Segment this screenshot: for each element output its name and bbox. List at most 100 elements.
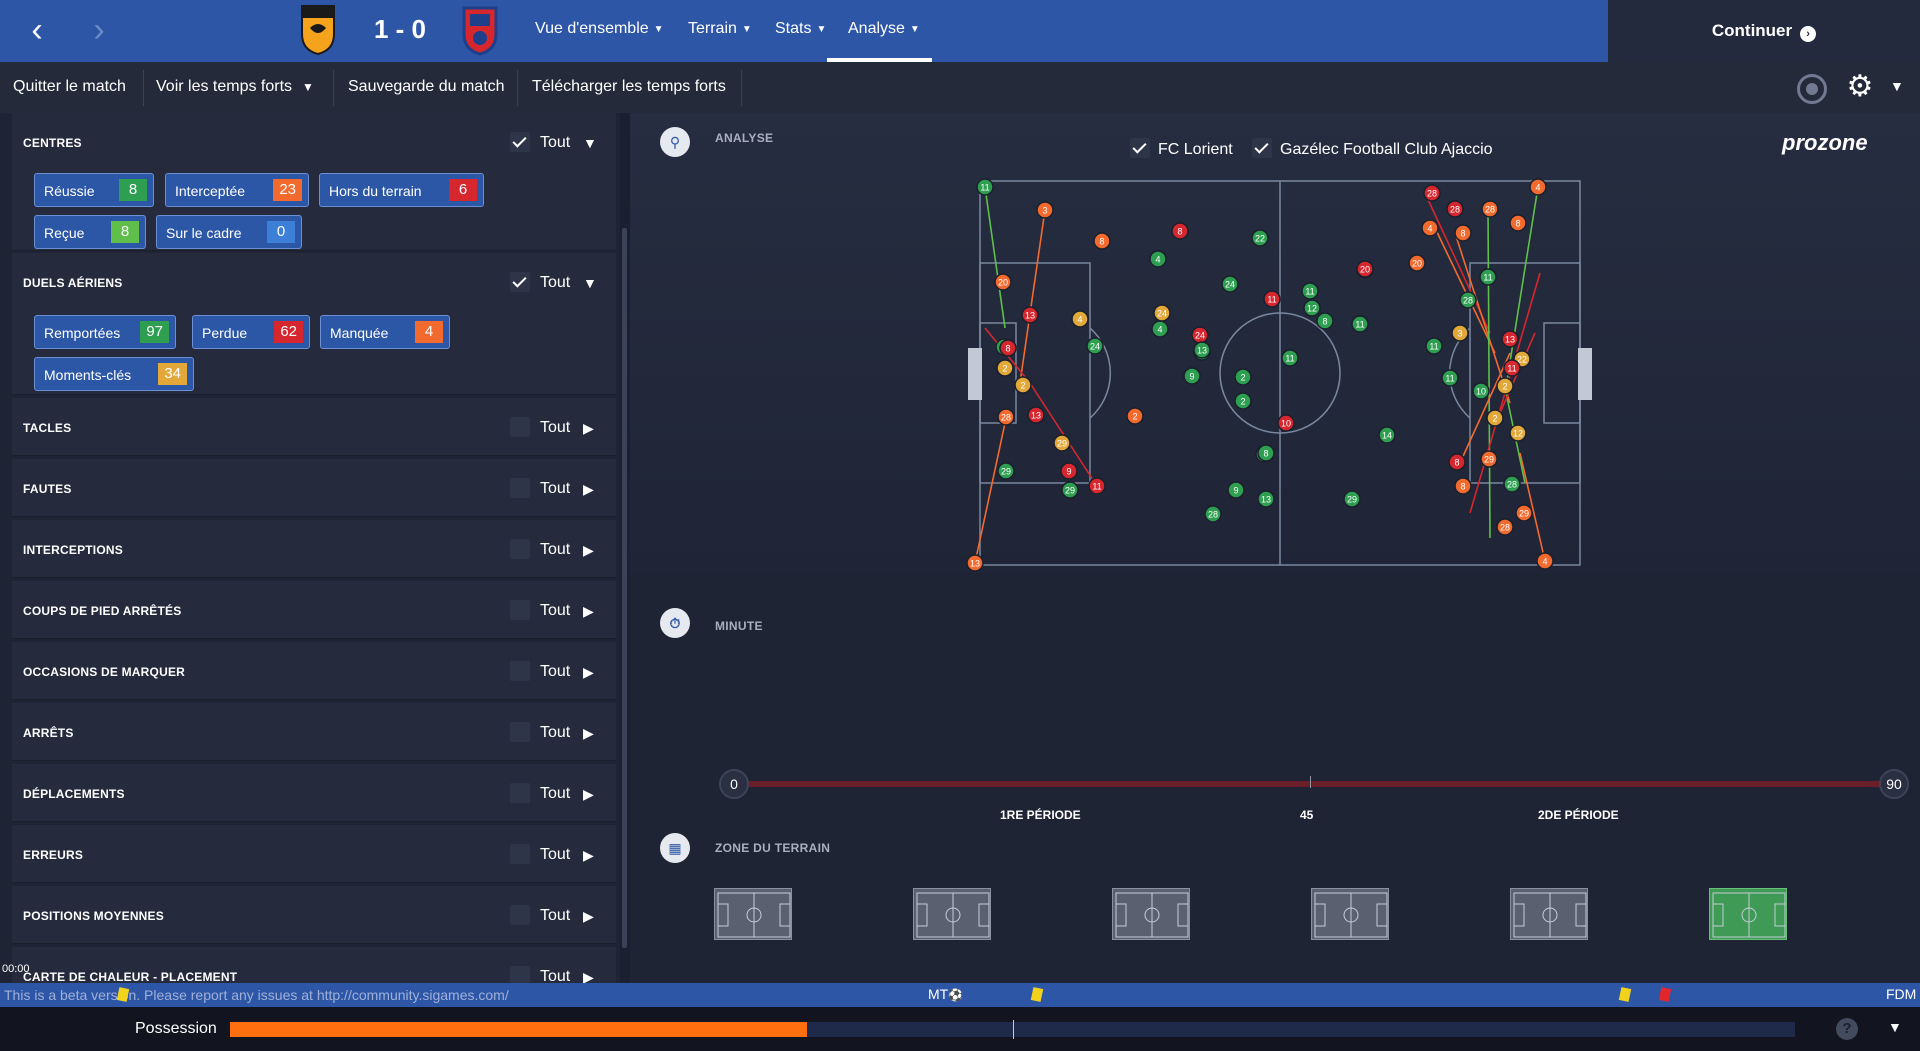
event-marker[interactable] <box>1421 219 1439 237</box>
team-toggle-home[interactable]: FC Lorient <box>1130 138 1233 159</box>
event-marker[interactable] <box>1536 552 1554 570</box>
event-marker[interactable] <box>997 408 1015 426</box>
event-marker[interactable] <box>997 462 1015 480</box>
section-6[interactable]: DÉPLACEMENTS Tout ▶ <box>12 764 616 822</box>
chevron-right-icon[interactable]: ▶ <box>583 847 594 863</box>
event-marker[interactable] <box>999 339 1017 357</box>
section-3[interactable]: COUPS DE PIED ARRÊTÉS Tout ▶ <box>12 581 616 639</box>
pitch-zone-3[interactable] <box>1311 888 1389 940</box>
event-marker[interactable] <box>1454 477 1472 495</box>
chevron-down-icon[interactable]: ▼ <box>1888 1019 1902 1035</box>
continue-button[interactable]: Continuer › <box>1608 0 1920 62</box>
event-marker[interactable] <box>996 359 1014 377</box>
event-marker[interactable] <box>1301 282 1319 300</box>
chevron-right-icon[interactable]: ▶ <box>583 969 594 983</box>
event-marker[interactable] <box>1263 290 1281 308</box>
panel-scrollbar[interactable] <box>622 228 627 948</box>
event-marker[interactable] <box>1281 349 1299 367</box>
target-icon[interactable] <box>1797 74 1827 104</box>
event-marker[interactable] <box>1480 450 1498 468</box>
event-marker[interactable] <box>1126 407 1144 425</box>
tab-analysis[interactable]: Analyse ▼ <box>848 20 920 37</box>
pitch-zone-0[interactable] <box>714 888 792 940</box>
help-icon[interactable]: ? <box>1836 1018 1858 1040</box>
event-marker[interactable] <box>1193 341 1211 359</box>
pitch-zone-1[interactable] <box>913 888 991 940</box>
gear-icon[interactable]: ⚙ <box>1846 70 1874 103</box>
event-marker[interactable] <box>994 273 1012 291</box>
event-marker[interactable] <box>1356 260 1374 278</box>
event-marker[interactable] <box>1529 178 1547 196</box>
filter-chip-lost[interactable]: Perdue 62 <box>192 315 310 349</box>
filter-chip-success[interactable]: Réussie 8 <box>34 173 154 207</box>
chevron-right-icon[interactable]: ▶ <box>583 542 594 558</box>
filter-chip-won[interactable]: Remportées 97 <box>34 315 176 349</box>
event-marker[interactable] <box>1501 330 1519 348</box>
view-highlights-dropdown[interactable]: Voir les temps forts ▼ <box>156 78 314 95</box>
section-1[interactable]: FAUTES Tout ▶ <box>12 459 616 517</box>
filter-chip-received[interactable]: Reçue 8 <box>34 215 146 249</box>
back-arrow-icon[interactable]: ‹ <box>31 11 43 49</box>
event-marker[interactable] <box>1027 406 1045 424</box>
chevron-down-icon[interactable]: ▼ <box>1890 78 1904 94</box>
slider-start-handle[interactable]: 0 <box>719 769 749 799</box>
chevron-right-icon[interactable]: ▶ <box>583 786 594 802</box>
section-7[interactable]: ERREURS Tout ▶ <box>12 825 616 883</box>
event-marker[interactable] <box>1086 337 1104 355</box>
event-marker[interactable] <box>1446 200 1464 218</box>
event-marker[interactable] <box>1481 200 1499 218</box>
event-marker[interactable] <box>1204 505 1222 523</box>
slider-end-handle[interactable]: 90 <box>1879 769 1909 799</box>
event-marker[interactable] <box>1277 414 1295 432</box>
event-marker[interactable] <box>1257 490 1275 508</box>
event-marker[interactable] <box>1251 229 1269 247</box>
checkbox[interactable] <box>510 417 530 437</box>
pitch-zone-5[interactable] <box>1709 888 1787 940</box>
event-marker[interactable] <box>1343 490 1361 508</box>
event-marker[interactable] <box>1071 310 1089 328</box>
filter-chip-out-of-play[interactable]: Hors du terrain 6 <box>319 173 484 207</box>
event-marker[interactable] <box>1448 453 1466 471</box>
checkbox[interactable] <box>510 905 530 925</box>
chevron-down-icon[interactable]: ▼ <box>583 275 597 291</box>
section-0[interactable]: TACLES Tout ▶ <box>12 398 616 456</box>
section-9[interactable]: CARTE DE CHALEUR - PLACEMENT Tout ▶ <box>12 947 616 983</box>
event-marker[interactable] <box>1451 324 1469 342</box>
event-marker[interactable] <box>1408 254 1426 272</box>
event-marker[interactable] <box>1496 518 1514 536</box>
event-marker[interactable] <box>1151 320 1169 338</box>
event-marker[interactable] <box>1014 376 1032 394</box>
event-marker[interactable] <box>1088 477 1106 495</box>
checkbox[interactable] <box>510 661 530 681</box>
quit-match-button[interactable]: Quitter le match <box>13 78 126 95</box>
event-marker[interactable] <box>1036 201 1054 219</box>
event-marker[interactable] <box>1221 275 1239 293</box>
event-marker[interactable] <box>1423 184 1441 202</box>
event-marker[interactable] <box>1303 299 1321 317</box>
chevron-right-icon[interactable]: ▶ <box>583 725 594 741</box>
event-marker[interactable] <box>1454 224 1472 242</box>
event-marker[interactable] <box>1486 409 1504 427</box>
minute-slider-track[interactable] <box>734 781 1894 787</box>
event-marker[interactable] <box>1061 481 1079 499</box>
event-marker[interactable] <box>1479 268 1497 286</box>
chevron-right-icon[interactable]: ▶ <box>583 420 594 436</box>
tab-pitch[interactable]: Terrain ▼ <box>688 20 752 37</box>
event-marker[interactable] <box>1316 312 1334 330</box>
event-marker[interactable] <box>1227 481 1245 499</box>
checkbox[interactable] <box>510 539 530 559</box>
event-marker[interactable] <box>1234 368 1252 386</box>
event-marker[interactable] <box>1515 504 1533 522</box>
event-marker[interactable] <box>1496 377 1514 395</box>
event-marker[interactable] <box>1351 315 1369 333</box>
pitch-zone-4[interactable] <box>1510 888 1588 940</box>
chevron-right-icon[interactable]: ▶ <box>583 664 594 680</box>
chevron-right-icon[interactable]: ▶ <box>583 481 594 497</box>
filter-chip-on-target[interactable]: Sur le cadre 0 <box>156 215 302 249</box>
event-marker[interactable] <box>1503 359 1521 377</box>
save-match-button[interactable]: Sauvegarde du match <box>348 78 505 95</box>
pitch-zone-2[interactable] <box>1112 888 1190 940</box>
chevron-right-icon[interactable]: ▶ <box>583 908 594 924</box>
event-marker[interactable] <box>1021 306 1039 324</box>
checkbox[interactable] <box>510 132 530 152</box>
